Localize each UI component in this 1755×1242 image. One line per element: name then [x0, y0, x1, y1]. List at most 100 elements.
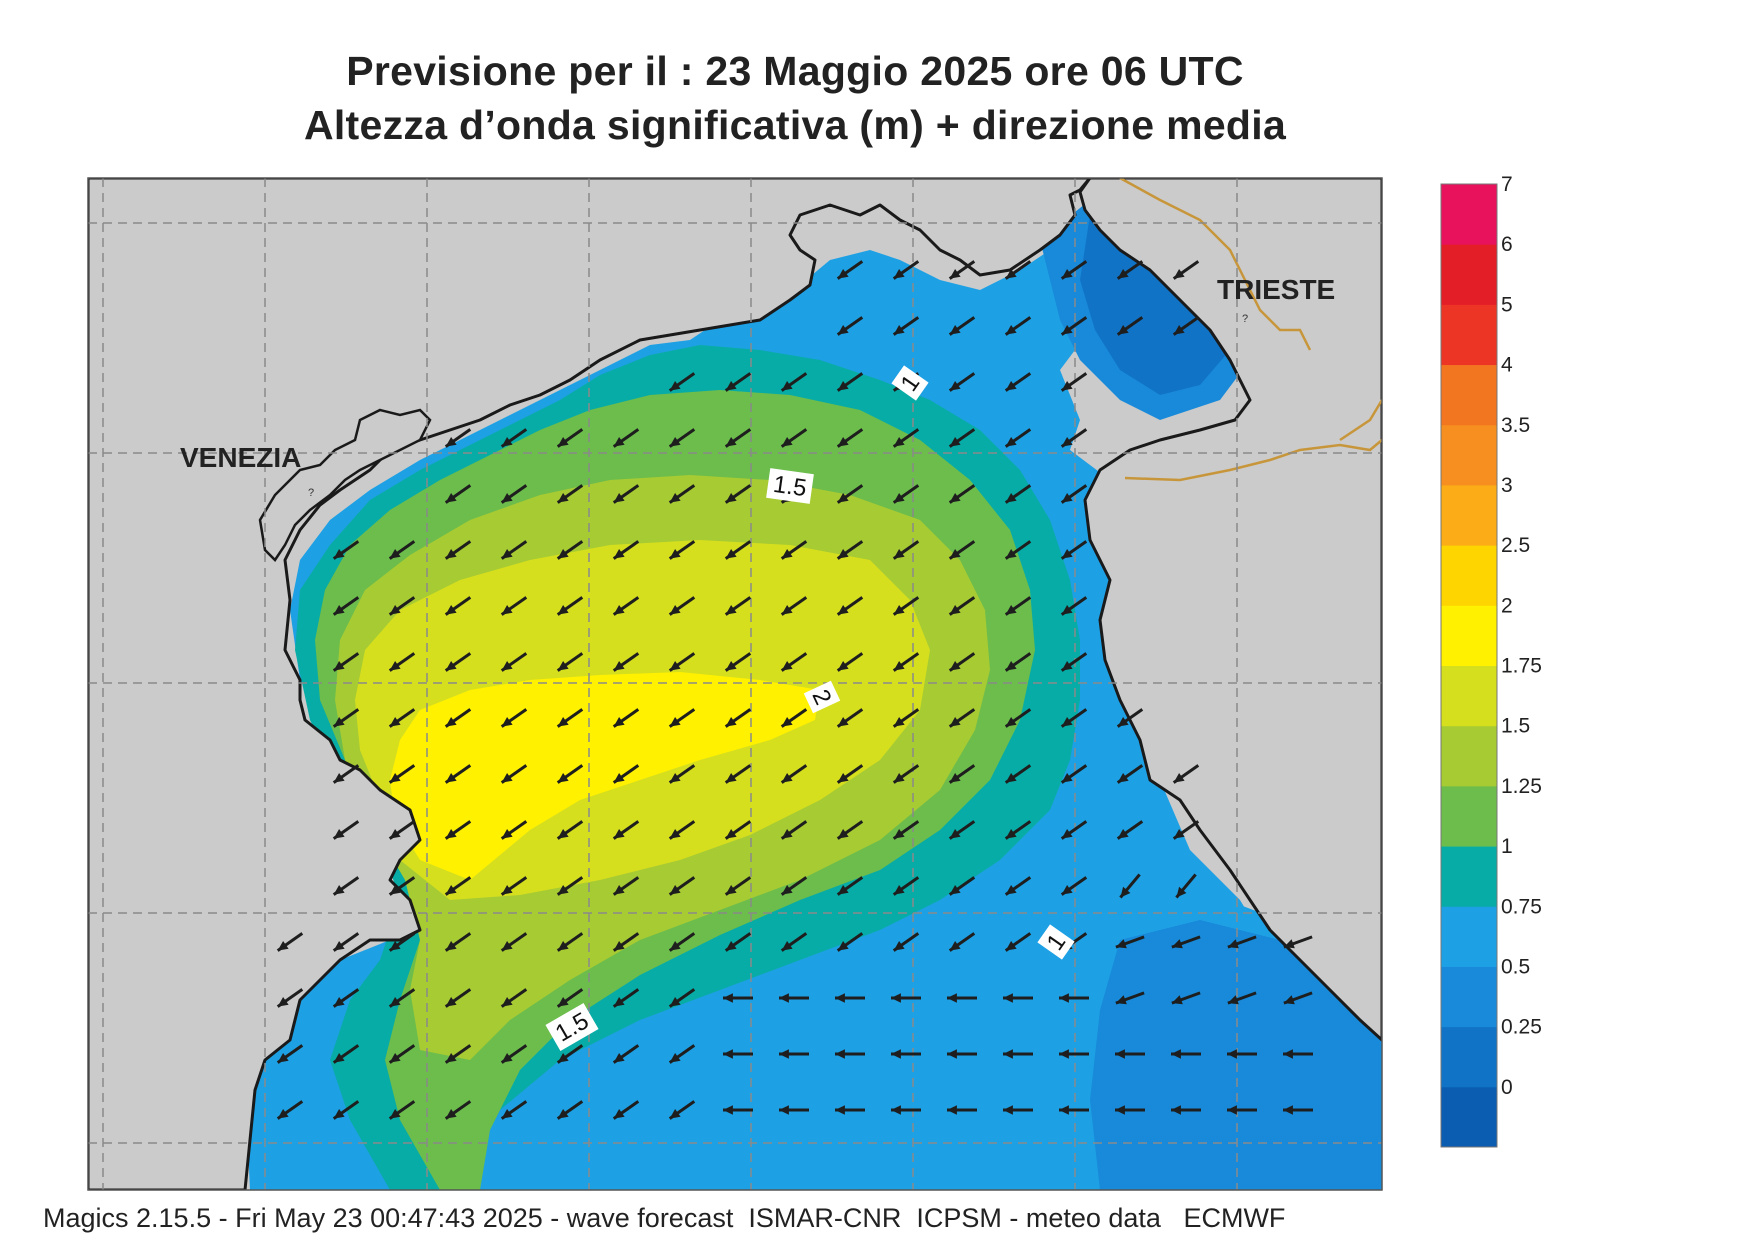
colorbar-swatch: [1441, 906, 1497, 967]
city-label-trieste: TRIESTE: [1217, 274, 1335, 305]
wave-direction-arrow-head: [557, 717, 569, 727]
wave-direction-arrow-head: [389, 1109, 401, 1119]
wave-direction-arrow-head: [891, 1105, 901, 1115]
wave-direction-arrow-head: [781, 549, 793, 559]
wave-direction-arrow-head: [781, 829, 793, 839]
wave-direction-arrow-head: [613, 885, 625, 895]
wave-direction-arrow-head: [501, 941, 513, 951]
wave-direction-arrow-head: [389, 829, 401, 839]
wave-direction-arrow-head: [1117, 325, 1129, 335]
wave-direction-arrow-head: [277, 997, 289, 1007]
wave-direction-arrow-head: [613, 997, 625, 1007]
wave-direction-arrow-head: [893, 493, 905, 503]
colorbar-tick-label: 1.75: [1501, 655, 1542, 678]
sea-band-2.0: [390, 672, 820, 880]
wave-direction-arrow-head: [891, 993, 901, 1003]
wave-direction-arrow-head: [1061, 493, 1073, 503]
colorbar-tick-label: 1.25: [1501, 775, 1542, 798]
wave-direction-arrow-head: [669, 885, 681, 895]
map-area: 1 1.5 2 1.5 1 VENEZIA TRIESTE ? ?: [88, 178, 1382, 1190]
wave-direction-arrow-head: [1005, 549, 1017, 559]
wave-direction-arrow-head: [947, 1105, 957, 1115]
wave-direction-arrow-head: [557, 661, 569, 671]
wave-direction-arrow-head: [723, 1049, 733, 1059]
wave-direction-arrow-head: [949, 493, 961, 503]
wave-direction-arrow-head: [781, 885, 793, 895]
wave-direction-arrow-head: [669, 773, 681, 783]
wave-direction-arrow-head: [1003, 1049, 1013, 1059]
wave-direction-arrow-head: [557, 1109, 569, 1119]
wave-direction-arrow-head: [1227, 995, 1239, 1005]
wave-direction-arrow-head: [389, 549, 401, 559]
wave-direction-arrow-head: [779, 993, 789, 1003]
wave-direction-arrow-head: [333, 829, 345, 839]
wave-direction-arrow-head: [949, 549, 961, 559]
wave-direction-arrow-head: [333, 885, 345, 895]
wave-direction-arrow-head: [333, 661, 345, 671]
venezia-marker: ?: [308, 487, 314, 499]
wave-direction-arrow-head: [389, 1053, 401, 1063]
colorbar-frame: [1440, 183, 1498, 1148]
wave-direction-arrow-head: [1283, 1049, 1293, 1059]
map-title-line1: Previsione per il : 23 Maggio 2025 ore 0…: [346, 48, 1244, 94]
wave-direction-arrow-head: [1059, 1105, 1069, 1115]
wave-direction-arrow-head: [725, 829, 737, 839]
wave-direction-arrow-head: [1005, 437, 1017, 447]
wave-direction-arrow-head: [781, 605, 793, 615]
wave-direction-arrow-head: [613, 493, 625, 503]
wave-direction-arrow-head: [837, 493, 849, 503]
wave-direction-arrow-head: [1061, 717, 1073, 727]
wave-direction-arrow-head: [837, 941, 849, 951]
wave-direction-arrow-head: [837, 717, 849, 727]
wave-direction-arrow-head: [445, 437, 457, 447]
wave-direction-arrow-head: [1117, 269, 1129, 279]
wave-direction-arrow-head: [613, 437, 625, 447]
wave-direction-arrow-head: [613, 661, 625, 671]
colorbar-swatch: [1441, 785, 1497, 847]
wave-direction-arrow-head: [893, 717, 905, 727]
wave-direction-arrow-head: [837, 773, 849, 783]
colorbar-swatch: [1441, 665, 1497, 727]
wave-direction-arrow-head: [1061, 325, 1073, 335]
colorbar-tick-label: 6: [1501, 233, 1513, 256]
wave-direction-arrow-head: [445, 773, 457, 783]
wave-direction-arrow-head: [1173, 773, 1185, 783]
wave-direction-arrow-head: [445, 829, 457, 839]
wave-direction-arrow-head: [1115, 1105, 1125, 1115]
wave-direction-arrow-head: [669, 1053, 681, 1063]
wave-direction-arrow-head: [1005, 493, 1017, 503]
border-slovenia-croatia: [1124, 439, 1382, 482]
wave-direction-arrow-head: [333, 1109, 345, 1119]
wave-direction-arrow-head: [949, 829, 961, 839]
wave-direction-arrow-head: [1061, 437, 1073, 447]
colorbar-swatch: [1441, 605, 1497, 666]
wave-direction-arrow-head: [949, 269, 961, 279]
wave-direction-arrow-head: [1005, 325, 1017, 335]
wave-direction-arrow-head: [389, 885, 401, 895]
colorbar-swatch: [1441, 545, 1497, 606]
wave-direction-arrow-head: [445, 1109, 457, 1119]
wave-direction-arrow-head: [613, 1109, 625, 1119]
colorbar: 7 6 5 4 3.5 3 2.5 2 1.75 1.5 1.25 1 0.75 0.5 0.25 0: [1440, 173, 1542, 1148]
wave-direction-arrow-head: [893, 661, 905, 671]
wave-direction-arrow-head: [837, 885, 849, 895]
wave-direction-arrow-head: [1003, 1105, 1013, 1115]
wave-direction-arrow-head: [893, 885, 905, 895]
wave-direction-arrow-head: [1171, 995, 1183, 1005]
venetian-lagoon-detail: [258, 408, 432, 562]
wave-direction-arrow-head: [1283, 995, 1295, 1005]
wave-direction-arrow-head: [501, 829, 513, 839]
colorbar-swatch: [1441, 304, 1497, 366]
wave-direction-arrow-head: [613, 1053, 625, 1063]
wave-direction-arrow-head: [949, 885, 961, 895]
colorbar-tick-label: 5: [1501, 293, 1513, 316]
wave-direction-arrow-head: [1005, 717, 1017, 727]
wave-direction-arrow-head: [557, 437, 569, 447]
wave-direction-arrow-head: [389, 661, 401, 671]
contour-label-2: 2: [803, 680, 841, 714]
wave-direction-arrow-head: [949, 717, 961, 727]
wave-direction-arrow-head: [893, 269, 905, 279]
wave-direction-arrow-head: [947, 1049, 957, 1059]
wave-direction-arrow-head: [1120, 886, 1131, 898]
